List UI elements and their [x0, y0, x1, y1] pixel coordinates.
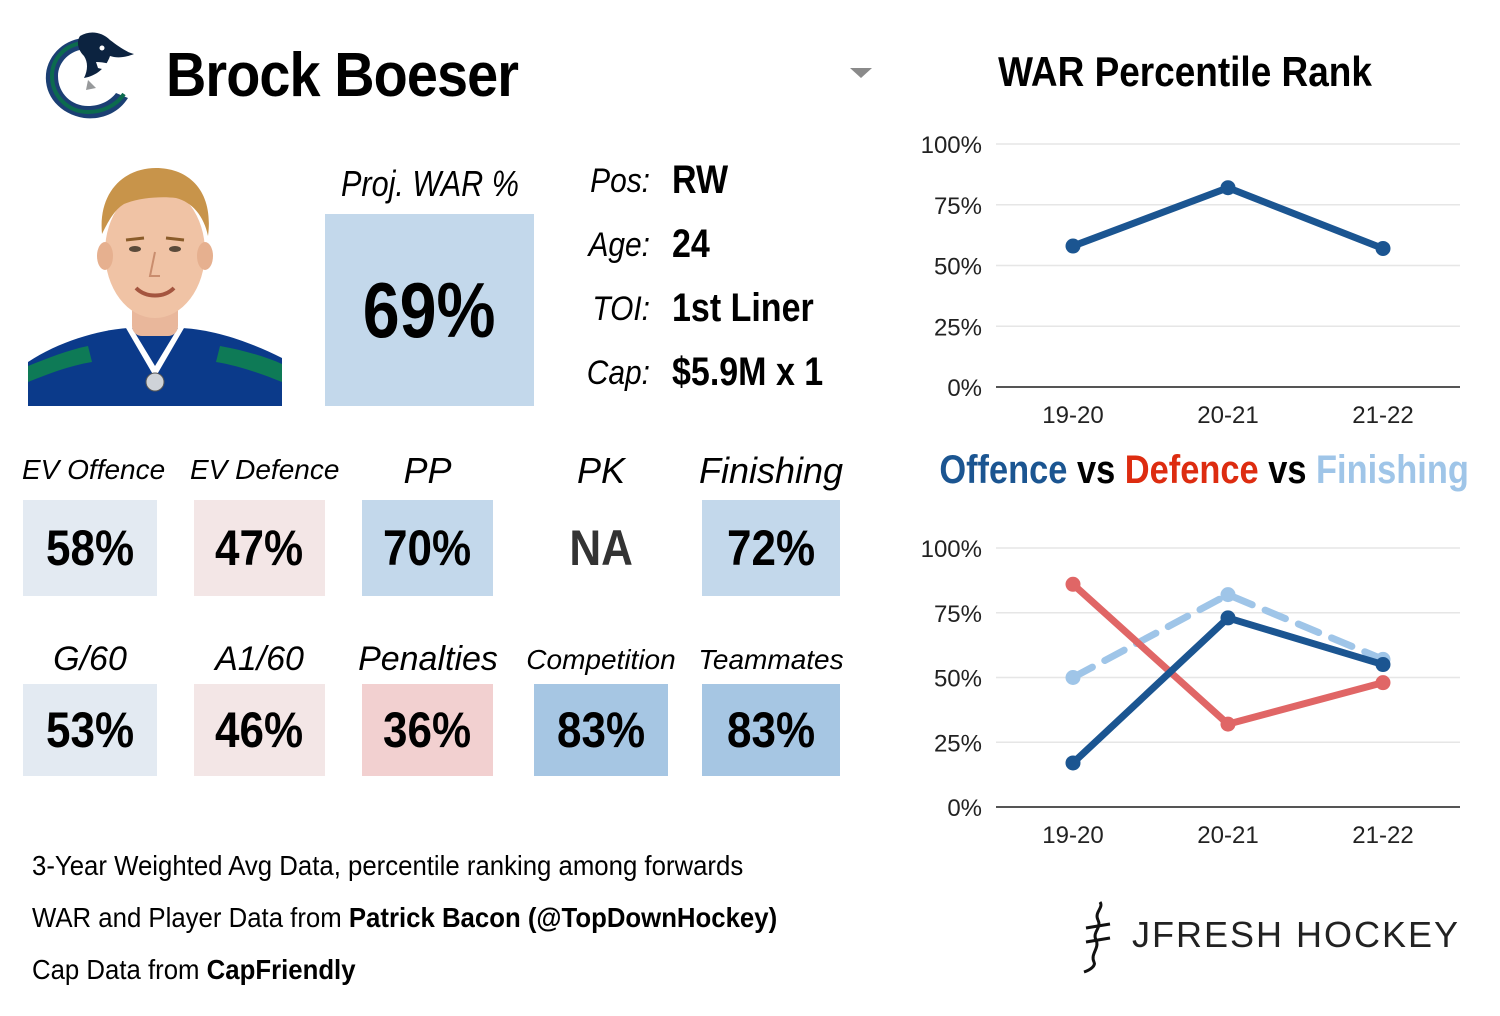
y-tick-label: 75% — [934, 193, 982, 220]
stat-box-g60: 53% — [23, 684, 157, 776]
stat-value-finishing: 72% — [726, 520, 816, 576]
stat-label-g60: G/60 — [53, 640, 127, 678]
player-headshot — [28, 168, 282, 406]
stat-box-finishing: 72% — [702, 500, 840, 596]
data-point — [1375, 675, 1391, 691]
war-percentile-chart: 0% 25% 50% 75% 100% 19-20 20-21 21-22 — [921, 132, 1460, 429]
cap-label: Cap: — [586, 354, 650, 392]
footer-line-1: 3-Year Weighted Avg Data, percentile ran… — [32, 850, 744, 881]
stat-value-competition: 83% — [556, 702, 646, 758]
y-tick-label: 25% — [934, 314, 982, 341]
footer-line-2-prefix: WAR and Player Data from — [32, 902, 349, 933]
stat-value-pk: NA — [569, 520, 633, 576]
chevron-down-icon[interactable] — [850, 68, 872, 78]
y-tick-label: 50% — [934, 254, 982, 281]
y-tick-label: 100% — [921, 132, 982, 159]
stat-label-ev-offence: EV Offence — [22, 454, 166, 485]
data-point — [1065, 238, 1081, 254]
data-point — [1065, 755, 1081, 771]
stat-label-a160: A1/60 — [215, 640, 304, 678]
offence-defence-finishing-chart: 0% 25% 50% 75% 100% 19-20 20-21 21-22 — [921, 536, 1460, 849]
footer-war-source: Patrick Bacon (@TopDownHockey) — [348, 902, 778, 933]
age-value: 24 — [672, 222, 710, 266]
jfresh-hockey-brand: JFRESH HOCKEY — [1132, 914, 1461, 955]
y-tick-label: 75% — [934, 601, 982, 628]
y-tick-label: 25% — [934, 730, 982, 757]
data-sources-footer: 3-Year Weighted Avg Data, percentile ran… — [32, 840, 842, 996]
stat-value-penalties: 36% — [383, 702, 472, 758]
stat-value-g60: 53% — [45, 702, 135, 758]
jfresh-logo-icon — [1083, 901, 1111, 974]
y-tick-label: 100% — [921, 536, 982, 563]
stat-label-ev-defence: EV Defence — [190, 454, 340, 485]
stat-label-competition: Competition — [526, 644, 676, 675]
stat-label-pp: PP — [403, 450, 452, 491]
stat-box-ev-defence: 47% — [194, 500, 325, 596]
data-point — [1220, 180, 1236, 196]
stat-box-a160: 46% — [194, 684, 325, 776]
title-part-finishing: Finishing — [1316, 448, 1469, 492]
series-line — [1069, 184, 1387, 252]
y-tick-label: 50% — [934, 666, 982, 693]
stat-label-pk: PK — [576, 450, 626, 491]
data-point — [1220, 716, 1236, 732]
data-point — [1375, 240, 1391, 256]
stat-label-penalties: Penalties — [358, 640, 498, 678]
x-tick-label: 21-22 — [1352, 402, 1413, 429]
title-part-offence: Offence — [939, 448, 1068, 492]
pos-label: Pos: — [590, 162, 650, 200]
stat-value-ev-offence: 58% — [45, 520, 135, 576]
proj-war-value: 69% — [363, 265, 496, 354]
stat-label-teammates: Teammates — [698, 644, 844, 675]
x-tick-label: 19-20 — [1042, 822, 1103, 849]
data-point — [1065, 670, 1081, 685]
war-chart-title: WAR Percentile Rank — [998, 48, 1372, 95]
proj-war-label: Proj. WAR % — [341, 163, 519, 204]
stat-box-teammates: 83% — [702, 684, 840, 776]
stat-box-penalties: 36% — [362, 684, 493, 776]
player-name: Brock Boeser — [166, 41, 519, 110]
title-part-vs-2: vs — [1258, 448, 1317, 492]
stat-box-competition: 83% — [534, 684, 668, 776]
cap-value: $5.9M x 1 — [672, 350, 824, 394]
proj-war-box: 69% — [325, 214, 534, 406]
stat-value-a160: 46% — [215, 702, 304, 758]
title-part-vs-1: vs — [1067, 448, 1125, 492]
title-part-defence: Defence — [1124, 448, 1259, 492]
toi-value: 1st Liner — [672, 286, 814, 330]
stat-value-pp: 70% — [383, 520, 472, 576]
x-tick-label: 20-21 — [1197, 402, 1258, 429]
x-tick-label: 19-20 — [1042, 402, 1103, 429]
y-tick-label: 0% — [947, 375, 982, 402]
stat-label-finishing: Finishing — [698, 450, 844, 491]
canucks-orca-logo-icon — [45, 32, 134, 119]
stat-box-pk: NA — [534, 500, 668, 596]
stat-value-teammates: 83% — [726, 702, 816, 758]
stat-box-ev-offence: 58% — [23, 500, 157, 596]
footer-line-3: Cap Data from CapFriendly — [32, 944, 777, 996]
data-point — [1065, 576, 1081, 592]
stat-box-pp: 70% — [362, 500, 493, 596]
stat-value-ev-defence: 47% — [215, 520, 304, 576]
footer-line-2: WAR and Player Data from Patrick Bacon (… — [32, 892, 777, 944]
data-point — [1220, 587, 1236, 603]
data-point — [1375, 657, 1391, 673]
series-line — [1069, 591, 1387, 681]
toi-label: TOI: — [592, 290, 650, 328]
footer-cap-source: CapFriendly — [206, 954, 356, 985]
data-point — [1220, 610, 1236, 626]
footer-line-3-prefix: Cap Data from — [32, 954, 207, 985]
age-label: Age: — [588, 226, 650, 264]
pos-value: RW — [672, 158, 729, 202]
x-tick-label: 21-22 — [1352, 822, 1413, 849]
y-tick-label: 0% — [947, 795, 982, 822]
offence-defence-finishing-title: Offence vs Defence vs Finishing — [939, 448, 1469, 493]
x-tick-label: 20-21 — [1197, 822, 1258, 849]
